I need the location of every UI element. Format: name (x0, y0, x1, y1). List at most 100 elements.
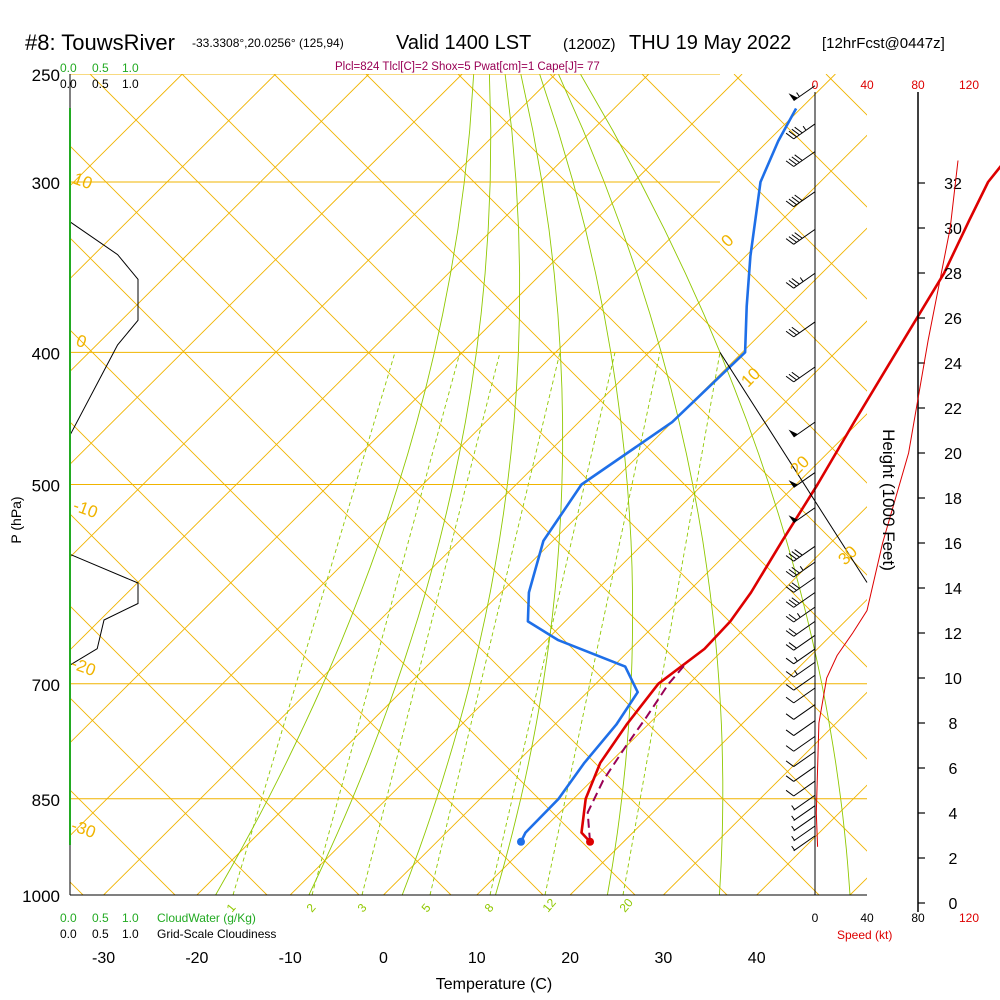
wind-barb-staff (793, 421, 816, 438)
wind-barb-full (788, 568, 797, 576)
wind-barb-half (799, 277, 804, 282)
wind-barb-full (785, 160, 794, 167)
mixing-ratio-line (361, 352, 501, 895)
wind-barb-half (802, 125, 807, 131)
adiabat-line (641, 74, 867, 300)
valid-date: THU 19 May 2022 (629, 32, 791, 54)
adiabat-line (457, 74, 867, 484)
wind-barb-staff (793, 766, 816, 782)
wind-barb-full (791, 582, 800, 589)
cloud-scale-bottom-green: 0.5 (92, 911, 109, 925)
height-tick-label: 2 (949, 851, 958, 868)
height-tick-label: 12 (944, 626, 962, 643)
temp-tick-label: 30 (655, 950, 673, 967)
wind-barb-staff (793, 606, 816, 623)
wind-barb-full (791, 234, 800, 241)
station-title: #8: TouwsRiver (25, 30, 175, 55)
surface-dewpoint-dot (516, 837, 525, 846)
wind-barb-half (794, 656, 798, 662)
isotherm-line (849, 877, 867, 895)
wind-barb-full (785, 713, 794, 720)
wind-barb (788, 85, 816, 102)
pressure-tick-label: 300 (32, 174, 60, 193)
adiabat-line (549, 74, 867, 392)
pressure-tick-label: 250 (32, 66, 60, 85)
wind-barb (785, 780, 816, 797)
mixing-ratio-label: 2 (304, 901, 319, 915)
stability-indices: Plcl=824 Tlcl[C]=2 Shox=5 Pwat[cm]=1 Cap… (335, 61, 600, 73)
wind-barb-staff (793, 272, 816, 289)
isotherm-line (569, 598, 867, 895)
height-tick-label: 30 (944, 221, 962, 238)
wind-barb-staff (793, 577, 816, 593)
mixing-ratio-line (622, 352, 721, 895)
wind-barb-full (785, 657, 794, 665)
wind-barb-full (785, 760, 794, 767)
height-tick-label: 22 (944, 401, 962, 418)
moist-adiabat (539, 74, 634, 895)
x-axis-label: Temperature (C) (436, 976, 552, 993)
wind-barb-full (794, 126, 803, 134)
wind-barb-staff (793, 805, 816, 822)
parcel-line (586, 664, 686, 842)
wind-barb-flag (788, 93, 798, 101)
wind-barb-full (785, 745, 794, 752)
wind-barb-half (799, 566, 804, 571)
wind-barb-full (785, 671, 794, 678)
mixing-ratio-label: 20 (617, 895, 637, 914)
wind-barb (791, 825, 816, 842)
wind-barb-flag (788, 480, 798, 488)
temp-tick-label: 10 (468, 950, 486, 967)
adiabat-line (70, 697, 268, 895)
speed-scale-bottom: 40 (860, 911, 874, 925)
wind-barb-half (791, 825, 795, 831)
text-layer: #8: TouwsRiver -33.3308°,20.0256° (125,9… (8, 30, 945, 993)
wind-barb-full (788, 158, 797, 165)
wind-barb-full (785, 238, 794, 245)
height-tick-label: 20 (944, 446, 962, 463)
temp-tick-label: 40 (748, 950, 766, 967)
wind-barb-full (794, 194, 803, 202)
adiabat-line (918, 74, 1000, 895)
wind-barb-half (791, 805, 795, 810)
mixing-ratio-label: 12 (540, 895, 560, 914)
wind-barb (785, 735, 816, 752)
cloudiness-label: Grid-Scale Cloudiness (157, 927, 276, 941)
station-coords: -33.3308°,20.0256° (125,94) (192, 36, 344, 50)
speed-scale-bottom: 120 (959, 911, 979, 925)
wind-barb-staff (793, 545, 816, 562)
wind-barb (785, 545, 816, 562)
moist-adiabat (308, 74, 492, 895)
mixing-ratio-line (489, 352, 616, 895)
cloud-scale-top-black: 0.5 (92, 77, 109, 91)
wind-barb-staff (793, 366, 816, 383)
speed-scale-top: 120 (959, 78, 979, 92)
mixing-ratio-label: 3 (355, 901, 370, 915)
speed-scale-top: 0 (812, 78, 819, 92)
wind-barb (785, 272, 816, 289)
wind-barb-full (791, 551, 800, 558)
dewpoint-line (519, 107, 798, 843)
height-tick-label: 26 (944, 311, 962, 328)
wind-barb (785, 620, 816, 637)
height-axis-label: Height (1000 Feet) (879, 429, 898, 571)
wind-barb-staff (793, 472, 816, 488)
wind-barb (791, 835, 816, 852)
wind-barb-full (788, 613, 797, 621)
height-tick-label: 14 (944, 581, 962, 598)
wind-barb (785, 606, 816, 623)
isotherm-line (70, 74, 463, 465)
wind-barb-full (788, 130, 797, 138)
pressure-tick-label: 500 (32, 477, 60, 496)
wind-barb-full (785, 696, 794, 704)
wind-barb-full (788, 584, 797, 591)
wind-barb-full (791, 128, 800, 136)
speed-scale-bottom: 80 (911, 911, 925, 925)
height-tick-label: 6 (949, 761, 958, 778)
wind-barb-staff (793, 825, 816, 842)
wind-barb-staff (793, 815, 816, 832)
y-axis-label: P (hPa) (8, 496, 24, 543)
wind-barb-staff (793, 661, 816, 678)
wind-barb (785, 704, 816, 720)
moist-adiabat (495, 74, 564, 895)
